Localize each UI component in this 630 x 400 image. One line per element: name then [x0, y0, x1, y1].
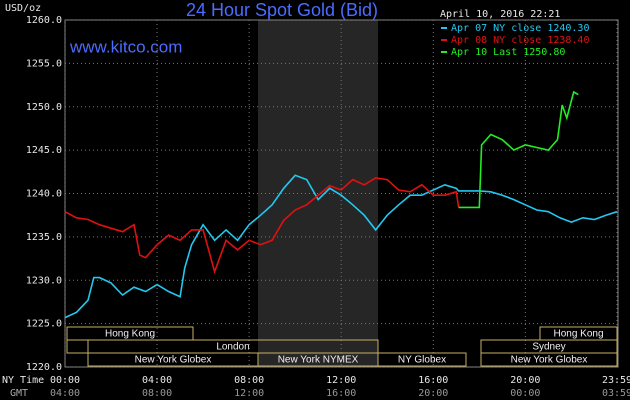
- y-tick-label: 1235.0: [26, 232, 62, 243]
- x-row-label: NY Time: [2, 375, 44, 386]
- y-tick-label: 1245.0: [26, 145, 62, 156]
- x-row-label: GMT: [10, 388, 28, 399]
- session-label: Hong Kong: [105, 329, 155, 340]
- session-label: New York Globex: [511, 355, 588, 366]
- y-tick-label: 1225.0: [26, 319, 62, 330]
- chart-title: 24 Hour Spot Gold (Bid): [186, 0, 378, 20]
- gmt-tick-label: 03:59: [602, 388, 630, 399]
- legend-label: Apr 08 NY close 1238.40: [451, 35, 589, 46]
- series-line: [64, 174, 618, 319]
- legend-label: Apr 07 NY close 1240.30: [451, 23, 589, 34]
- session-label: NY Globex: [398, 355, 446, 366]
- gmt-tick-label: 04:00: [50, 388, 80, 399]
- session-label: London: [216, 342, 249, 353]
- site-label: www.kitco.com: [69, 37, 182, 56]
- y-tick-label: 1230.0: [26, 275, 62, 286]
- x-tick-label: 16:00: [418, 375, 448, 386]
- legend-label: Apr 10 Last 1250.80: [451, 47, 565, 58]
- x-tick-label: 20:00: [510, 375, 540, 386]
- gmt-tick-label: 00:00: [510, 388, 540, 399]
- gmt-tick-label: 16:00: [326, 388, 356, 399]
- x-tick-label: 00:00: [50, 375, 80, 386]
- gmt-tick-label: 20:00: [418, 388, 448, 399]
- x-tick-label: 08:00: [234, 375, 264, 386]
- x-tick-label: 23:59: [602, 375, 630, 386]
- y-tick-label: 1260.0: [26, 15, 62, 26]
- timestamp: April 10, 2016 22:21: [440, 9, 560, 20]
- session-label: New York Globex: [135, 355, 212, 366]
- x-tick-label: 04:00: [142, 375, 172, 386]
- y-tick-label: 1240.0: [26, 189, 62, 200]
- y-tick-label: 1250.0: [26, 102, 62, 113]
- x-tick-label: 12:00: [326, 375, 356, 386]
- session-label: New York NYMEX: [278, 355, 359, 366]
- y-axis-label: USD/oz: [5, 3, 41, 14]
- session-label: Sydney: [532, 342, 565, 353]
- session-box: [66, 339, 89, 354]
- y-tick-label: 1255.0: [26, 58, 62, 69]
- session-box: [377, 352, 467, 367]
- session-box: [480, 352, 618, 367]
- gmt-tick-label: 08:00: [142, 388, 172, 399]
- gmt-tick-label: 12:00: [234, 388, 264, 399]
- session-label: Hong Kong: [553, 329, 603, 340]
- series-line: [64, 177, 460, 275]
- series-line: [458, 90, 579, 209]
- y-tick-label: 1220.0: [26, 362, 62, 373]
